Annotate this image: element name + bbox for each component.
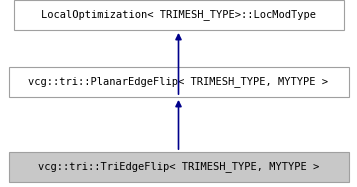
Bar — [9, 152, 348, 182]
Text: LocalOptimization< TRIMESH_TYPE>::LocModType: LocalOptimization< TRIMESH_TYPE>::LocMod… — [41, 10, 316, 20]
Text: vcg::tri::TriEdgeFlip< TRIMESH_TYPE, MYTYPE >: vcg::tri::TriEdgeFlip< TRIMESH_TYPE, MYT… — [38, 162, 319, 172]
Bar — [9, 67, 348, 97]
Text: vcg::tri::PlanarEdgeFlip< TRIMESH_TYPE, MYTYPE >: vcg::tri::PlanarEdgeFlip< TRIMESH_TYPE, … — [29, 76, 328, 88]
Bar — [14, 0, 343, 30]
